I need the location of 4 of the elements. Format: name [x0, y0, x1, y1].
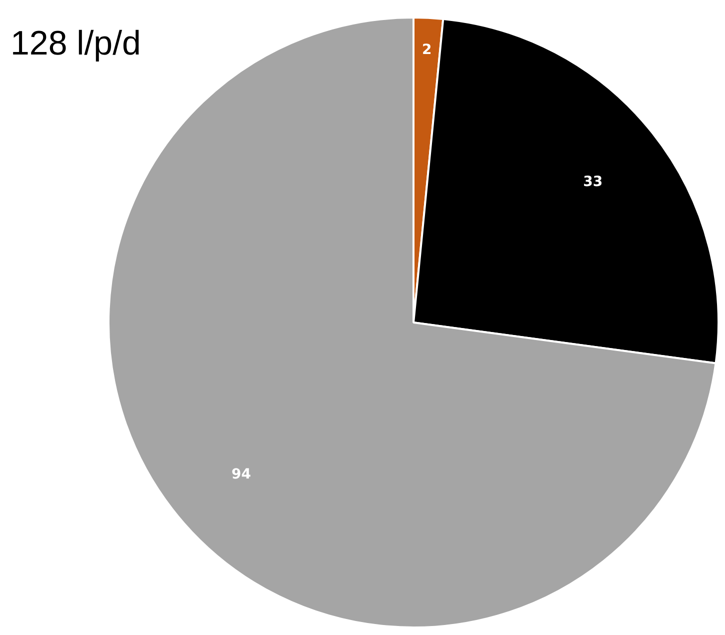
data-label: 2: [422, 42, 432, 58]
chart-title: 128 l/p/d: [10, 24, 141, 62]
data-label: 94: [232, 466, 252, 483]
data-label: 33: [583, 174, 603, 190]
